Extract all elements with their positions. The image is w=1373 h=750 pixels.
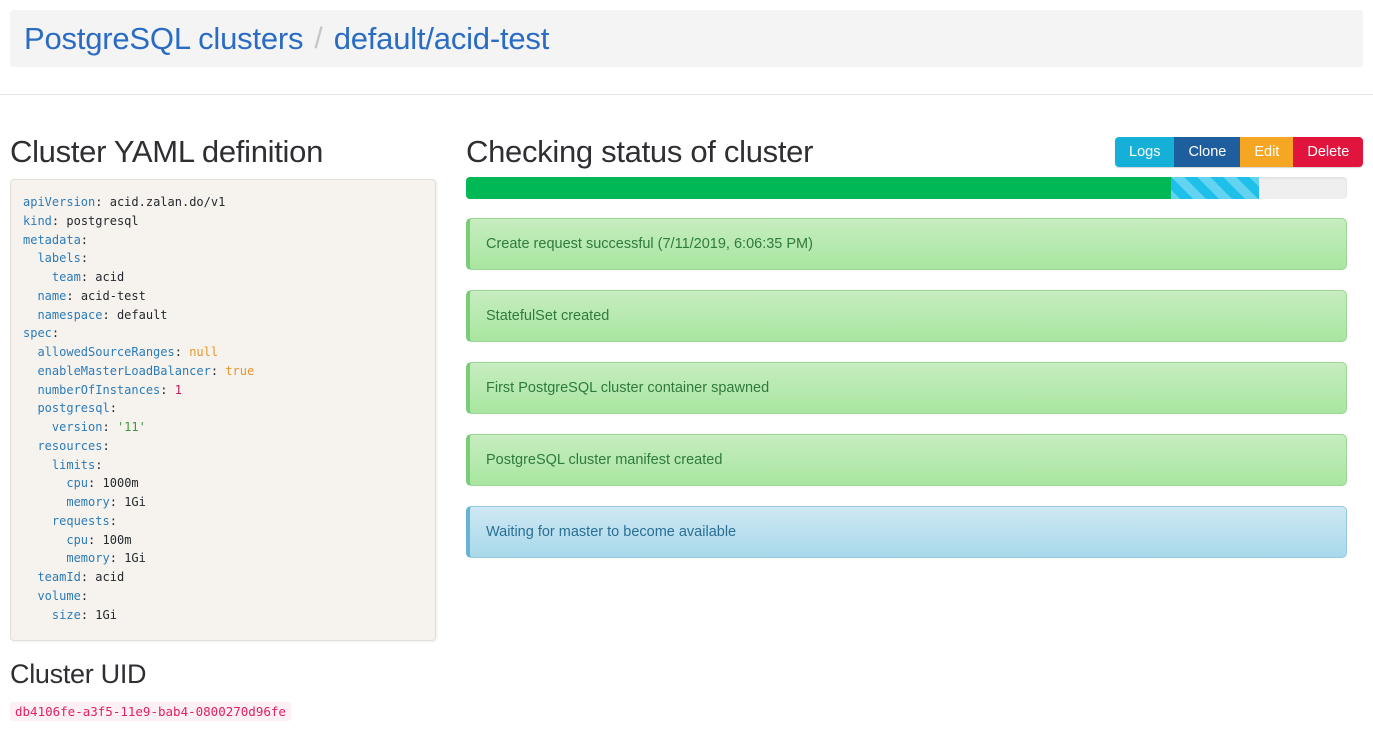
status-message-success: Create request successful (7/11/2019, 6:… xyxy=(466,218,1347,270)
status-message-text: PostgreSQL cluster manifest created xyxy=(486,452,723,468)
progress-completed-segment xyxy=(466,177,1171,199)
yaml-panel-title: Cluster YAML definition xyxy=(10,134,324,169)
breadcrumb-link-clusters[interactable]: PostgreSQL clusters xyxy=(24,21,304,56)
breadcrumb-link-cluster[interactable]: default/acid-test xyxy=(333,21,550,56)
status-message-text: First PostgreSQL cluster container spawn… xyxy=(486,380,770,396)
cluster-progress-bar xyxy=(466,177,1347,199)
delete-button[interactable]: Delete xyxy=(1293,137,1364,167)
progress-active-segment xyxy=(1170,177,1259,199)
status-message-list: Create request successful (7/11/2019, 6:… xyxy=(466,218,1347,578)
logs-button[interactable]: Logs xyxy=(1115,137,1175,167)
clone-button[interactable]: Clone xyxy=(1174,137,1241,167)
status-message-text: Waiting for master to become available xyxy=(486,524,737,540)
header-divider xyxy=(0,94,1373,95)
cluster-actions-toolbar: Logs Clone Edit Delete xyxy=(1115,137,1364,167)
status-message-info: Waiting for master to become available xyxy=(466,506,1347,558)
cluster-uid-title: Cluster UID xyxy=(10,659,147,689)
edit-button[interactable]: Edit xyxy=(1240,137,1294,167)
status-message-success: First PostgreSQL cluster container spawn… xyxy=(466,362,1347,414)
status-message-success: PostgreSQL cluster manifest created xyxy=(466,434,1347,486)
status-message-text: Create request successful (7/11/2019, 6:… xyxy=(486,236,813,252)
status-message-text: StatefulSet created xyxy=(486,308,610,324)
status-message-success: StatefulSet created xyxy=(466,290,1347,342)
cluster-uid-value: db4106fe-a3f5-11e9-bab4-0800270d96fe xyxy=(10,702,291,721)
breadcrumb-separator: / xyxy=(314,21,323,55)
yaml-definition-card: apiVersion: acid.zalan.do/v1 kind: postg… xyxy=(10,179,436,641)
yaml-code-block: apiVersion: acid.zalan.do/v1 kind: postg… xyxy=(23,195,255,622)
breadcrumb: PostgreSQL clusters / default/acid-test xyxy=(10,10,1363,67)
status-panel-title: Checking status of cluster xyxy=(466,134,814,169)
